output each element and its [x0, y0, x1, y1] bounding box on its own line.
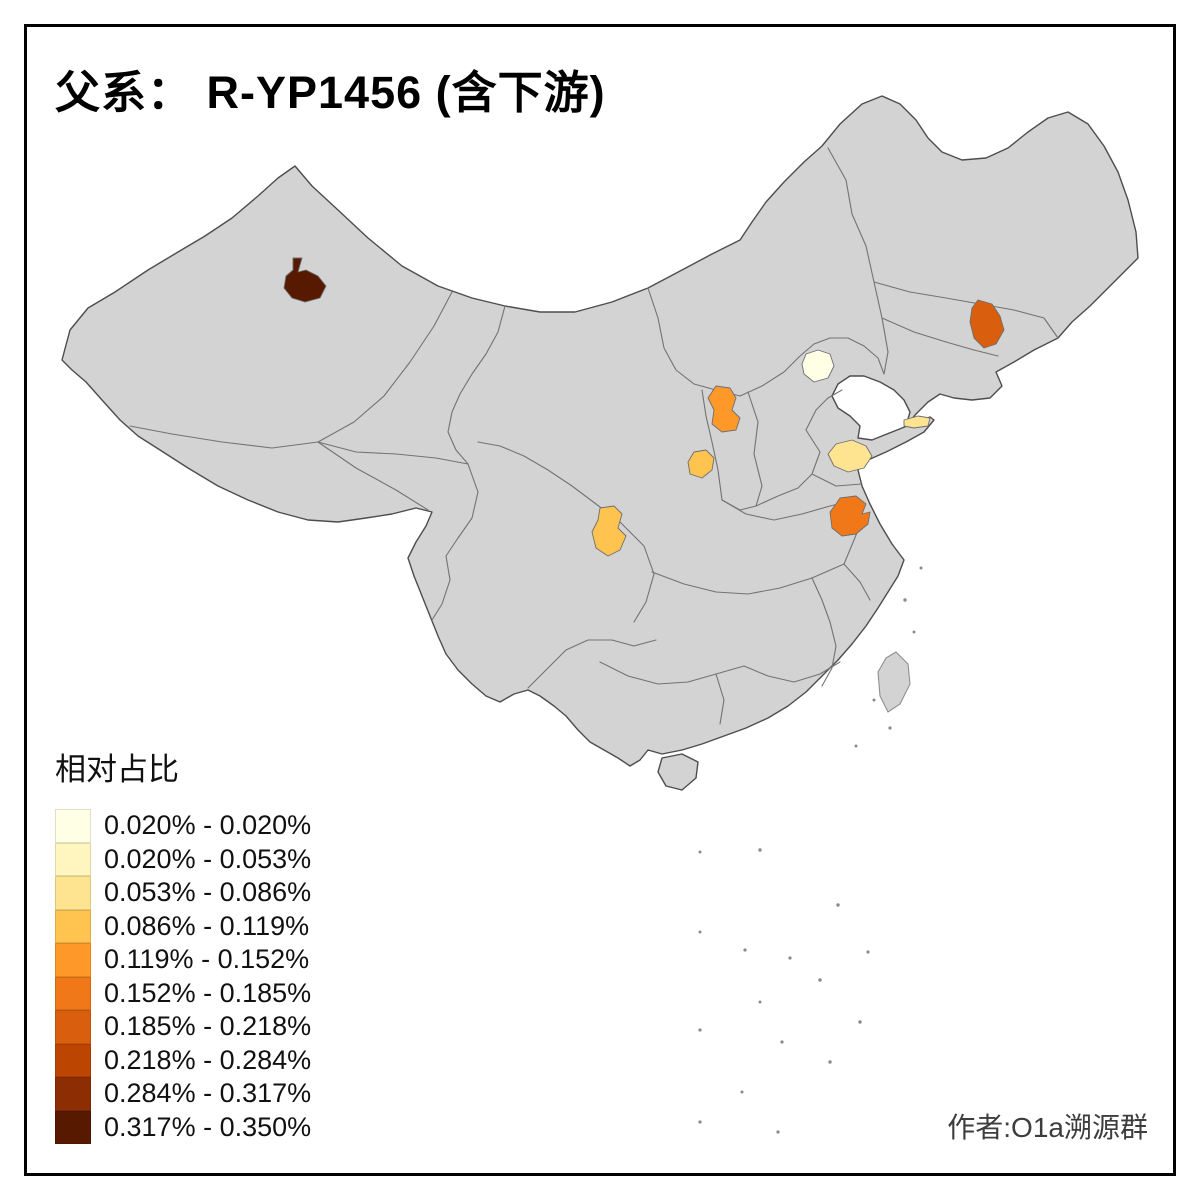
- legend-label: 0.086% - 0.119%: [104, 910, 310, 941]
- region-shandong-tip: [903, 415, 931, 429]
- legend-rows: 0.020% - 0.020% 0.020% - 0.053% 0.053% -…: [55, 809, 311, 1144]
- legend-swatch: [55, 842, 91, 876]
- region-huai: [829, 495, 871, 537]
- legend-swatch: [55, 1043, 91, 1077]
- legend-label: 0.020% - 0.020%: [104, 810, 312, 841]
- legend-row: 0.185% - 0.218%: [55, 1010, 311, 1044]
- legend-swatch: [55, 1110, 91, 1144]
- page-title: 父系： R-YP1456 (含下游): [55, 67, 606, 118]
- legend-swatch: [55, 1010, 91, 1044]
- legend-row: 0.317% - 0.350%: [55, 1110, 312, 1144]
- legend-swatch: [55, 943, 91, 977]
- legend-row: 0.284% - 0.317%: [55, 1077, 311, 1111]
- legend-swatch: [55, 1077, 91, 1111]
- hainan-island: [657, 753, 699, 791]
- region-shaanxi: [687, 449, 715, 479]
- author-credit: 作者:O1a溯源群: [947, 1112, 1148, 1143]
- region-beijing: [801, 349, 835, 383]
- legend-swatch: [55, 976, 91, 1010]
- legend-swatch: [55, 809, 91, 843]
- legend-label: 0.053% - 0.086%: [104, 877, 312, 908]
- region-shandong-west: [827, 439, 873, 473]
- region-shanxi: [707, 385, 741, 433]
- south-china-sea-islets: [698, 566, 923, 1134]
- highlight-regions: [283, 257, 1005, 557]
- legend-row: 0.086% - 0.119%: [55, 909, 311, 943]
- legend-label: 0.284% - 0.317%: [104, 1078, 312, 1109]
- taiwan-island: [877, 651, 911, 713]
- legend-label: 0.317% - 0.350%: [104, 1111, 312, 1142]
- legend-row: 0.020% - 0.020%: [55, 809, 311, 843]
- legend-row: 0.119% - 0.152%: [55, 943, 311, 977]
- region-northeast: [969, 299, 1005, 349]
- legend-title: 相对占比: [55, 752, 179, 787]
- plot-frame-border: [24, 24, 1176, 1176]
- region-sichuan: [591, 505, 627, 557]
- islands: [657, 566, 923, 1134]
- legend-row: 0.218% - 0.284%: [55, 1043, 312, 1077]
- legend-swatch: [55, 909, 91, 943]
- legend-label: 0.218% - 0.284%: [104, 1044, 312, 1075]
- legend-row: 0.053% - 0.086%: [55, 876, 311, 910]
- legend-label: 0.119% - 0.152%: [104, 944, 310, 975]
- legend-label: 0.185% - 0.218%: [104, 1011, 312, 1042]
- legend-label: 0.152% - 0.185%: [104, 977, 312, 1008]
- legend-row: 0.020% - 0.053%: [55, 842, 312, 876]
- legend-swatch: [55, 876, 91, 910]
- region-northwest: [283, 257, 327, 303]
- legend: 相对占比 0.020% - 0.020% 0.020% - 0.053% 0.0…: [55, 744, 311, 1144]
- legend-label: 0.020% - 0.053%: [104, 843, 312, 874]
- legend-row: 0.152% - 0.185%: [55, 976, 312, 1010]
